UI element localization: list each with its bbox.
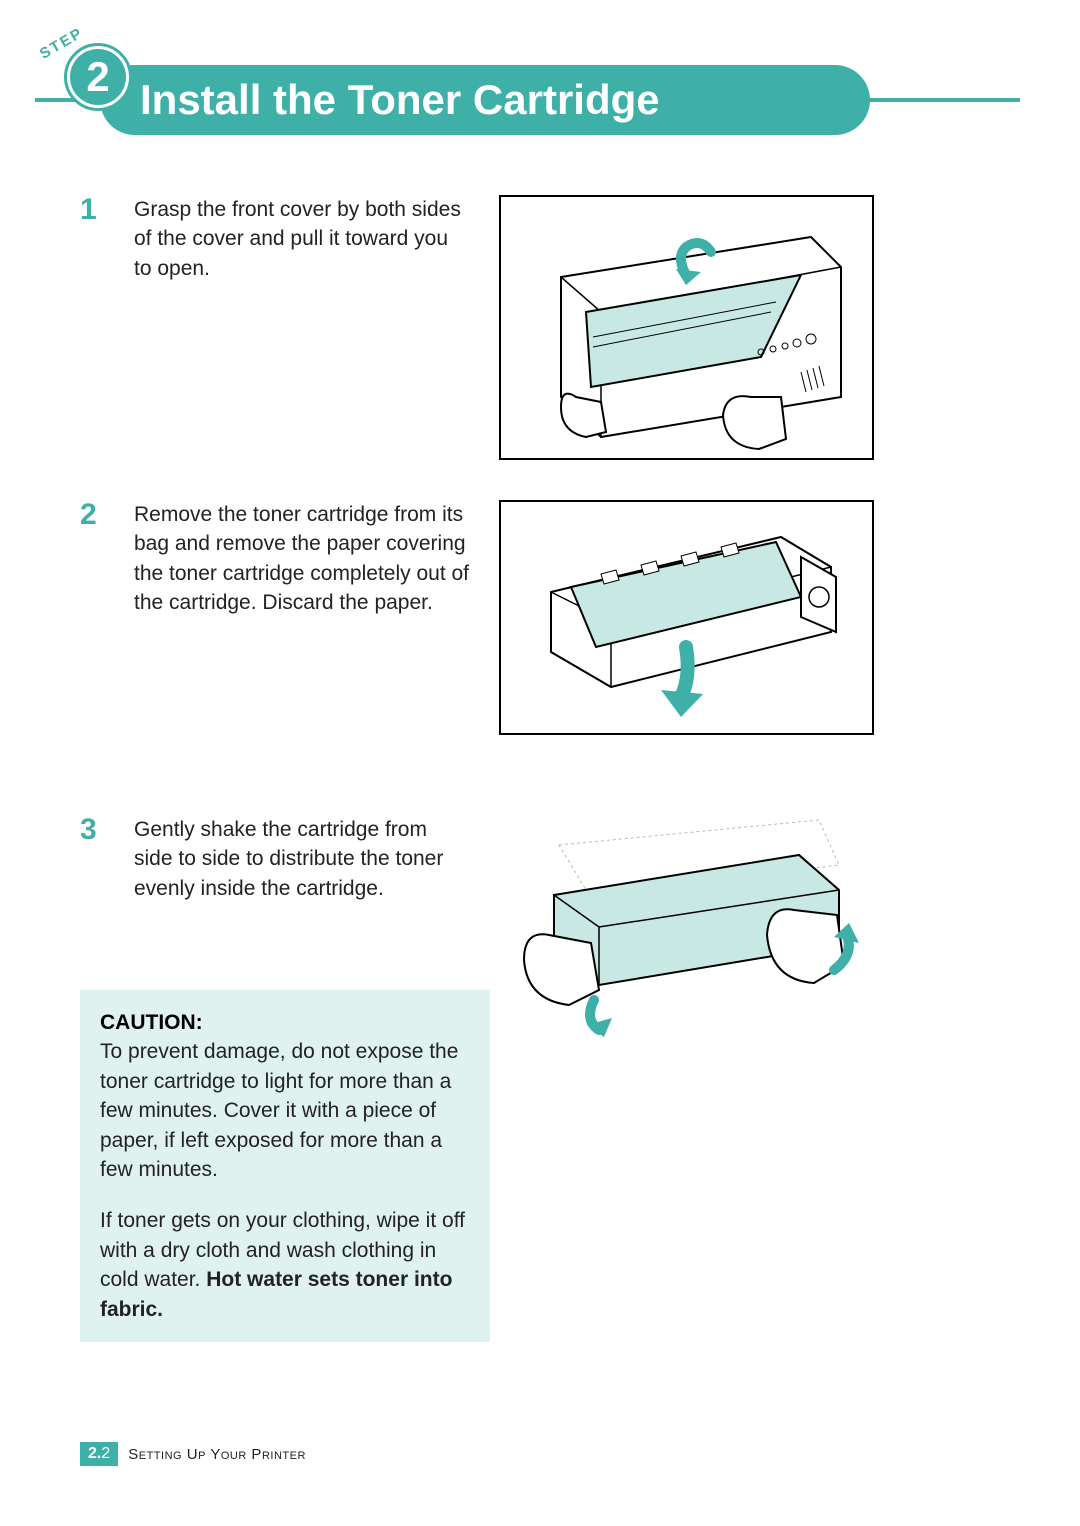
caution-label: CAUTION: [100, 1011, 203, 1034]
illustration-col [499, 815, 1020, 1043]
step-num-col: 1 [80, 195, 104, 460]
illustration-col [499, 500, 1020, 735]
step-3-text: Gently shake the cartridge from side to … [134, 815, 469, 903]
step-num-col: 2 [80, 500, 104, 735]
illustration-shake-cartridge [499, 815, 874, 1043]
step-badge: STEP 2 [40, 25, 130, 115]
footer: 2.2 Setting Up Your Printer [80, 1442, 306, 1466]
step-1-text: Grasp the front cover by both sides of t… [134, 195, 469, 283]
caution-box: CAUTION: To prevent damage, do not expos… [80, 990, 490, 1342]
illustration-col [499, 195, 1020, 460]
title-bar: Install the Toner Cartridge [100, 65, 870, 135]
footer-section: Setting Up Your Printer [128, 1446, 306, 1463]
step-text-col: Grasp the front cover by both sides of t… [134, 195, 469, 460]
step-2-text: Remove the toner cartridge from its bag … [134, 500, 469, 618]
caution-para2: If toner gets on your clothing, wipe it … [100, 1206, 470, 1324]
footer-page-number: 2 [101, 1445, 110, 1462]
caution-text-1: To prevent damage, do not expose the ton… [100, 1040, 458, 1181]
step-row-1: 1 Grasp the front cover by both sides of… [80, 195, 1020, 460]
step-3-number: 3 [80, 813, 97, 846]
step-text-col: Remove the toner cartridge from its bag … [134, 500, 469, 735]
footer-page-badge: 2.2 [80, 1442, 118, 1466]
step-1-number: 1 [80, 193, 97, 226]
step-2-number: 2 [80, 498, 97, 531]
illustration-remove-paper [499, 500, 874, 735]
step-row-2: 2 Remove the toner cartridge from its ba… [80, 500, 1020, 735]
step-number: 2 [86, 53, 109, 101]
step-circle-inner: 2 [70, 49, 126, 105]
footer-page-prefix: 2. [88, 1445, 101, 1462]
page-title: Install the Toner Cartridge [140, 76, 660, 124]
illustration-open-cover [499, 195, 874, 460]
caution-para1: CAUTION: To prevent damage, do not expos… [100, 1008, 470, 1184]
